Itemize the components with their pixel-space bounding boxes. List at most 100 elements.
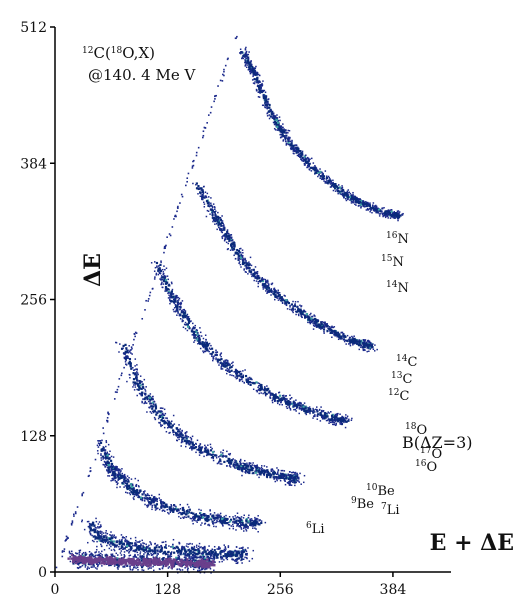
band-point-B	[289, 471, 291, 473]
band-point-O	[295, 148, 297, 151]
band-point-C	[202, 346, 205, 349]
band-point-Li	[194, 549, 197, 552]
band-point-N	[233, 245, 236, 248]
band-point-Li	[92, 535, 95, 538]
band-point-Li	[220, 558, 222, 560]
band-point-O	[373, 205, 376, 207]
band-point-Be	[233, 518, 236, 521]
band-point-Li	[93, 530, 96, 534]
band-point-Be	[209, 513, 212, 515]
band-point-N	[214, 217, 218, 220]
band-point-B	[168, 432, 170, 434]
band-point-B	[284, 483, 287, 486]
band-point-Li	[158, 546, 161, 549]
band-point-O	[270, 109, 273, 112]
band-point-C	[160, 275, 163, 277]
band-point-Li	[182, 546, 185, 549]
band-point-B	[124, 343, 127, 346]
band-point-Be	[230, 525, 233, 527]
punch-through-point	[71, 521, 74, 524]
band-point-C	[211, 351, 215, 354]
band-point-B	[296, 474, 299, 476]
band-point-O	[340, 190, 344, 193]
band-point-Li	[209, 553, 212, 556]
band-point-O	[330, 180, 332, 183]
band-point-Li	[90, 524, 93, 527]
band-point-O	[272, 115, 274, 118]
band-point-C	[278, 398, 281, 401]
band-point-O	[316, 168, 318, 171]
band-point-C	[272, 394, 276, 397]
band-point-Li	[189, 542, 191, 545]
band-point-Be	[125, 486, 129, 489]
band-point-B	[144, 388, 146, 391]
band-point-B	[275, 476, 278, 479]
band-point-Be	[106, 469, 108, 471]
band-point-Be	[153, 497, 156, 499]
punch-through-point	[149, 291, 152, 294]
band-point-C	[280, 400, 282, 403]
band-point-C	[221, 363, 225, 366]
band-point-Li	[227, 545, 230, 547]
band-point-O	[244, 49, 247, 51]
band-point-C	[154, 266, 157, 269]
band-point-B	[244, 472, 247, 474]
band-point-C	[316, 415, 319, 417]
band-point-B	[197, 447, 200, 449]
band-point-N	[241, 249, 244, 251]
band-point-C	[320, 411, 323, 413]
band-point-C	[259, 389, 261, 391]
band-point-B	[167, 425, 170, 428]
band-point-C	[241, 378, 243, 381]
band-point-C	[161, 286, 164, 289]
punch-through-point	[133, 333, 136, 335]
band-point-Be	[186, 503, 189, 506]
band-point-N	[245, 268, 248, 270]
band-point-Be	[233, 521, 235, 523]
band-point-B	[125, 364, 128, 366]
band-point-C	[286, 407, 288, 410]
band-point-N	[197, 193, 199, 195]
band-point-O	[371, 211, 373, 214]
band-point-N	[297, 308, 300, 312]
band-point-N	[256, 274, 259, 277]
band-point-Li	[98, 521, 101, 523]
band-point-N	[213, 217, 216, 220]
band-point-C	[226, 370, 229, 372]
band-point-B	[178, 438, 180, 441]
band-point-Li	[137, 557, 139, 559]
band-point-C	[192, 322, 194, 325]
band-point-Li	[236, 562, 239, 565]
band-point-C	[170, 294, 173, 297]
band-point-N	[219, 216, 222, 219]
band-point-N	[239, 263, 242, 266]
punch-through-point	[174, 214, 177, 217]
band-point-Li	[132, 544, 134, 547]
band-point-O	[377, 211, 380, 213]
band-point-N	[221, 236, 223, 238]
band-point-Li	[198, 550, 201, 553]
band-point-O	[275, 118, 278, 122]
band-point-N	[329, 327, 332, 330]
band-point-Be	[196, 521, 198, 523]
band-point-B	[163, 422, 166, 425]
band-point-O	[294, 149, 296, 151]
band-point-B	[294, 471, 297, 474]
band-point-Li	[104, 540, 106, 543]
band-point-He	[69, 560, 72, 563]
band-point-B	[118, 351, 120, 353]
band-point-B	[176, 439, 179, 442]
band-point-N	[310, 317, 313, 320]
band-point-Li	[150, 554, 153, 556]
band-point-C	[155, 274, 157, 276]
band-point-C	[158, 272, 161, 275]
band-point-Be	[116, 468, 118, 471]
punch-through-point	[169, 234, 172, 237]
band-point-O	[358, 200, 361, 204]
band-point-B	[177, 430, 180, 433]
band-point-O	[258, 74, 261, 77]
band-point-C	[220, 365, 223, 368]
band-point-B	[181, 434, 184, 437]
band-point-C	[271, 399, 274, 402]
band-point-C	[165, 288, 167, 291]
